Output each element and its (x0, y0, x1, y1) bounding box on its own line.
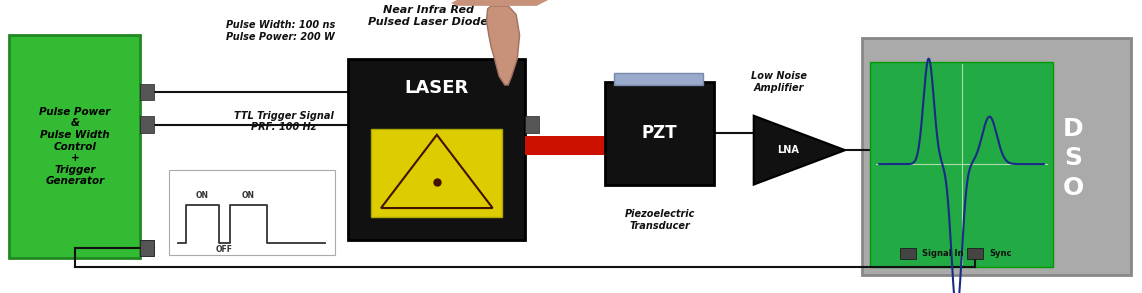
Text: Near Infra Red
Pulsed Laser Diode: Near Infra Red Pulsed Laser Diode (369, 5, 488, 27)
Text: Pulse Power
&
Pulse Width
Control
+
Trigger
Generator: Pulse Power & Pulse Width Control + Trig… (39, 107, 111, 186)
Bar (525, 116, 539, 132)
Polygon shape (486, 6, 520, 85)
Text: OFF: OFF (216, 245, 233, 254)
Text: D
S
O: D S O (1063, 117, 1084, 200)
Bar (525, 136, 645, 155)
Text: Signal In: Signal In (922, 249, 963, 258)
Bar (870, 62, 1053, 267)
Text: LASER: LASER (404, 79, 469, 97)
Text: LNA: LNA (778, 145, 799, 155)
Text: Pulse Width: 100 ns
Pulse Power: 200 W: Pulse Width: 100 ns Pulse Power: 200 W (226, 20, 336, 42)
Text: Low Noise
Amplifier: Low Noise Amplifier (750, 71, 807, 93)
Bar (9, 35, 140, 258)
Bar (140, 84, 154, 100)
Polygon shape (381, 135, 492, 208)
Bar (371, 129, 502, 217)
Bar (605, 82, 714, 185)
Text: Piezoelectric
Transducer: Piezoelectric Transducer (625, 209, 695, 231)
Text: Sync: Sync (989, 249, 1012, 258)
Polygon shape (451, 0, 548, 6)
Bar (140, 116, 154, 132)
Text: ON: ON (196, 191, 209, 200)
Text: PZT: PZT (642, 124, 677, 142)
Bar (862, 38, 1131, 275)
Bar (900, 248, 916, 259)
Polygon shape (754, 116, 845, 185)
Bar (967, 248, 983, 259)
Text: ON: ON (242, 191, 255, 200)
Bar (348, 59, 525, 240)
Bar (614, 73, 703, 85)
Bar (169, 170, 335, 255)
Bar (140, 240, 154, 255)
Bar (140, 240, 154, 255)
Text: TTL Trigger Signal
PRF: 100 Hz: TTL Trigger Signal PRF: 100 Hz (234, 111, 333, 132)
